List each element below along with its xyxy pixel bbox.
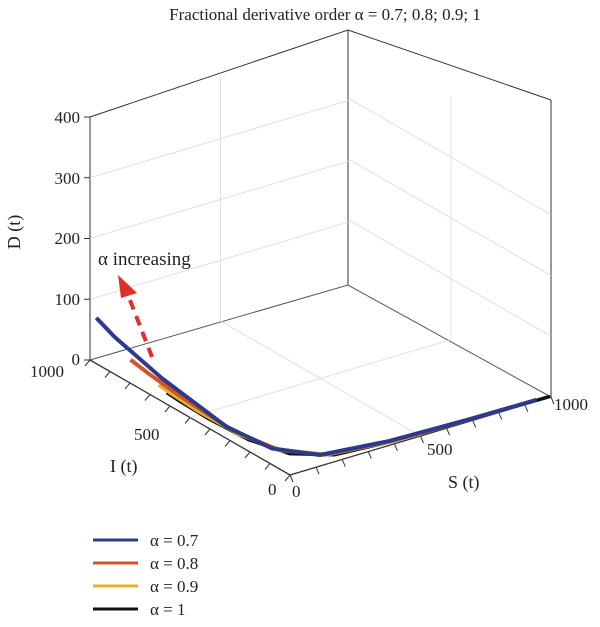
y-tick [204,428,211,436]
y-tick [144,394,151,401]
y-tick-labels: 1000 500 0 [30,362,277,499]
box-floor-back [89,284,552,398]
tick-marks [84,116,555,483]
y-tick [264,463,271,470]
alpha-increasing-arrow [118,275,154,358]
arrow-shaft [126,294,154,358]
legend-label: α = 0.8 [150,554,198,573]
y-tick [164,405,171,413]
x-tick [289,474,294,483]
y-tick [184,417,191,424]
z-tick-label: 0 [72,350,81,369]
x-tick [550,396,555,405]
y-tick [104,371,111,378]
annotation-alpha-increasing: α increasing [98,249,191,270]
y-tick-label: 0 [268,480,277,499]
y-tick-label: 1000 [30,362,64,381]
z-tick-labels: 400 300 200 100 0 [55,108,81,369]
y-tick [284,474,291,482]
series-layer [94,316,551,458]
x-tick [367,451,372,459]
y-axis-label: I (t) [110,456,137,477]
z-tick-label: 400 [55,108,81,127]
legend: α = 0.7 α = 0.8 α = 0.9 α = 1 [93,531,199,619]
series-line [94,316,537,458]
x-tick [420,435,424,444]
x-axis-label: S (t) [448,472,480,493]
y-tick [244,451,251,459]
z-axis-label: D (t) [4,215,25,250]
chart-title: Fractional derivative order α = 0.7; 0.8… [169,5,481,24]
y-tick [84,359,91,367]
x-tick-label: 1000 [554,395,588,414]
grid-lines [89,78,552,437]
x-tick-labels: 0 500 1000 [292,395,588,501]
z-tick-label: 100 [55,290,81,309]
y-tick-label: 500 [134,425,160,444]
x-tick [315,467,320,475]
legend-label: α = 0.7 [150,531,199,550]
z-tick-label: 200 [55,229,81,248]
y-tick [224,440,231,447]
legend-label: α = 1 [150,600,186,619]
arrow-head [118,275,137,298]
x-tick [393,443,398,451]
x-tick [498,412,503,420]
x-tick [524,404,529,412]
box-back-top-left [89,29,552,118]
x-tick [341,459,346,467]
x-tick-label: 500 [427,440,453,459]
grid-line [189,339,452,418]
x-tick [446,428,451,436]
x-tick-label: 0 [292,482,301,501]
x-tick [472,420,477,428]
y-tick [124,382,131,390]
legend-label: α = 0.9 [150,577,198,596]
z-tick-label: 300 [55,169,81,188]
